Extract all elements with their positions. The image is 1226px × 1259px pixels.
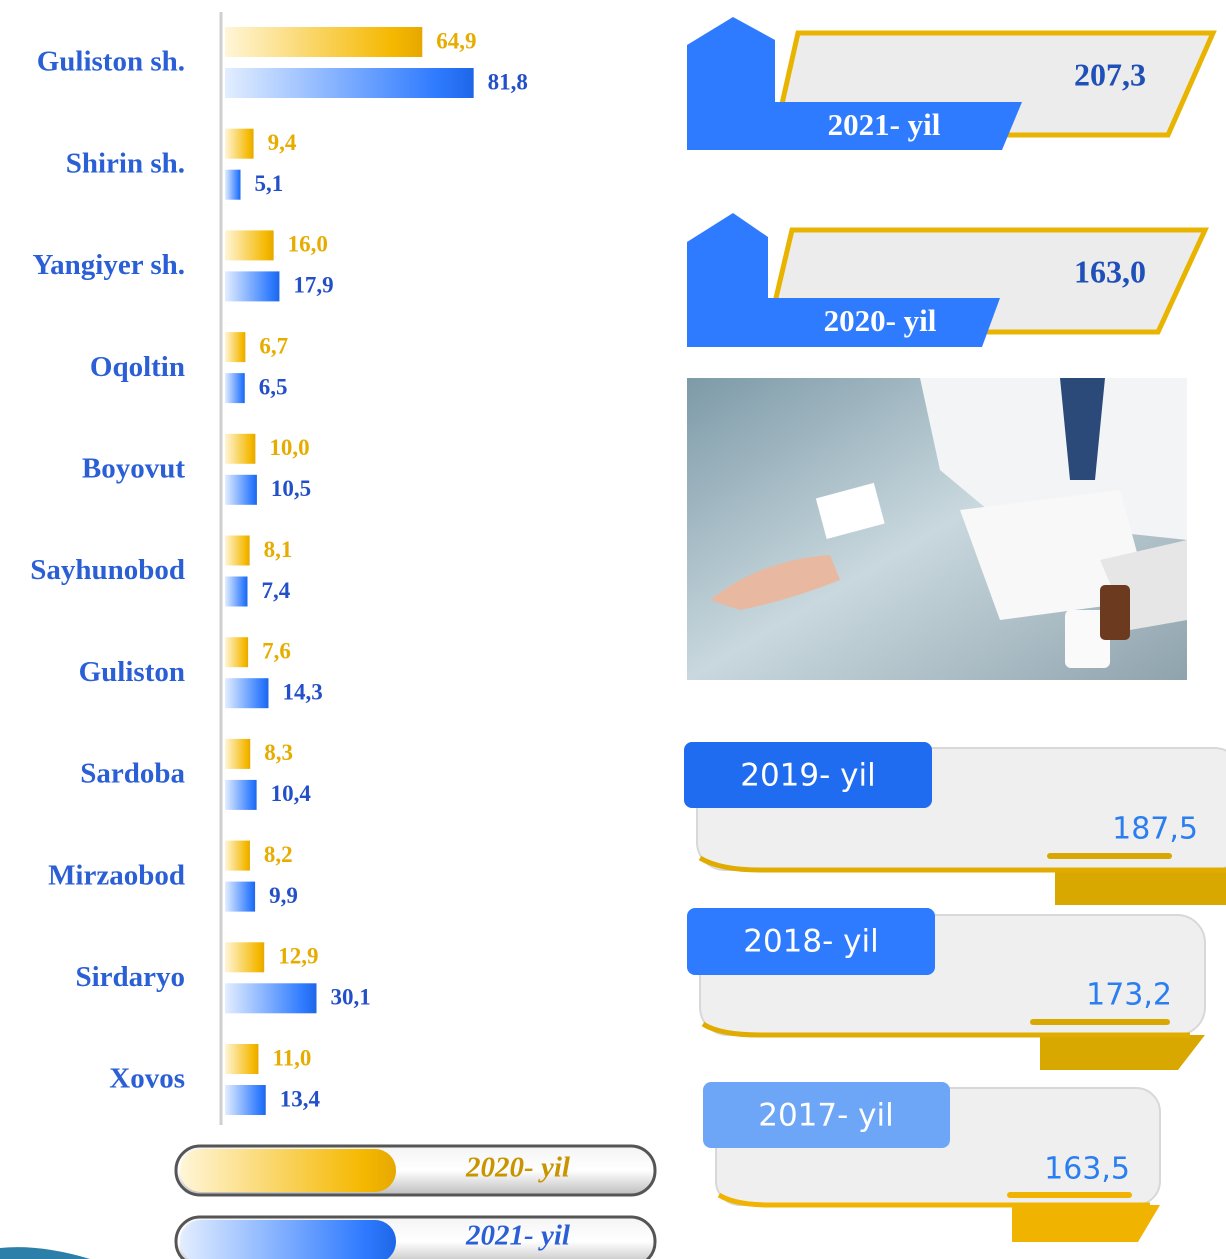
photo-bottle <box>1065 610 1110 668</box>
panel-tab <box>687 908 935 975</box>
category-label: Oqoltin <box>90 351 185 383</box>
category-label: Yangiyer sh. <box>32 249 185 281</box>
value-label: 14,3 <box>282 679 322 704</box>
bar <box>225 637 249 668</box>
category-label: Shirin sh. <box>66 147 185 179</box>
category-label: Guliston <box>79 656 185 688</box>
panel-underline <box>1030 1019 1170 1025</box>
panel-year: 2019- yil <box>740 758 876 794</box>
bar <box>225 840 250 871</box>
panel-underline <box>701 1021 1190 1038</box>
photo-tie <box>1060 378 1105 480</box>
bar <box>225 1044 259 1074</box>
panel-value: 187,5 <box>1112 812 1198 847</box>
bar <box>225 738 251 769</box>
panel-tab <box>730 102 1022 150</box>
category-label: Guliston sh. <box>37 46 185 78</box>
value-label: 5,1 <box>255 171 284 196</box>
photo-card <box>815 482 885 540</box>
summary-panel: 2021- yil 207,3 <box>687 17 1217 150</box>
bar <box>225 983 317 1014</box>
legend-swatch <box>180 1149 396 1192</box>
panel-value: 163,0 <box>1074 253 1146 289</box>
value-label: 16,0 <box>288 232 328 257</box>
value-label: 7,6 <box>262 638 291 663</box>
bar <box>225 230 274 261</box>
category-label: Mirzaobod <box>48 859 185 891</box>
bar <box>225 433 256 464</box>
bar-chart: Guliston sh. 64,9 81,8 Shirin sh. 9,4 5,1 Yang… <box>30 27 528 1115</box>
panel-year: 2020- yil <box>824 303 937 338</box>
legend-label: 2020- yil <box>465 1152 571 1184</box>
summary-panel: 2018- yil 173,2 <box>687 908 1206 1070</box>
bar <box>225 474 257 505</box>
value-label: 6,5 <box>259 374 288 399</box>
bar <box>225 535 250 566</box>
bar <box>225 779 257 810</box>
photo-bottle <box>1100 585 1130 640</box>
bar <box>225 942 265 973</box>
panel-underline <box>717 1192 1150 1208</box>
value-label: 81,8 <box>488 69 528 94</box>
bar <box>225 373 245 404</box>
legend-label: 2021- yil <box>465 1220 571 1252</box>
panel-year: 2018- yil <box>743 924 879 960</box>
bar <box>225 576 248 607</box>
summary-panel: 2017- yil 163,5 <box>703 1082 1161 1242</box>
value-label: 12,9 <box>278 944 318 969</box>
bar <box>225 332 246 363</box>
panel-tab <box>725 298 1000 347</box>
panel-underline <box>1047 853 1172 859</box>
value-label: 9,9 <box>269 883 298 908</box>
bar <box>225 68 474 98</box>
panel-underline <box>698 855 1226 873</box>
photo-hand <box>710 555 840 610</box>
value-label: 10,0 <box>269 435 309 460</box>
panel-ribbon <box>1012 1205 1160 1242</box>
bar <box>225 27 423 57</box>
panel-ribbon <box>1040 1035 1205 1070</box>
value-label: 8,1 <box>264 537 293 562</box>
value-label: 30,1 <box>331 985 371 1010</box>
panel-value: 163,5 <box>1044 1152 1130 1187</box>
corner-decoration <box>0 1247 90 1259</box>
bar <box>225 881 256 912</box>
category-label: Sayhunobod <box>30 554 185 586</box>
value-label: 8,3 <box>264 740 293 765</box>
panel-value: 173,2 <box>1086 978 1172 1013</box>
value-label: 10,4 <box>271 781 312 806</box>
value-label: 11,0 <box>272 1045 311 1070</box>
value-label: 17,9 <box>293 273 333 298</box>
bar <box>225 271 280 302</box>
value-label: 7,4 <box>261 578 290 603</box>
bar <box>225 678 269 709</box>
value-label: 10,5 <box>271 476 311 501</box>
bar <box>225 1085 266 1115</box>
panel-year: 2021- yil <box>828 107 941 142</box>
value-label: 64,9 <box>436 28 476 53</box>
photo <box>687 378 1187 680</box>
bar <box>225 169 241 200</box>
panel-ribbon <box>1055 870 1226 905</box>
value-label: 9,4 <box>268 130 297 155</box>
panel-tab <box>684 742 932 808</box>
panel-value: 207,3 <box>1074 56 1146 92</box>
category-label: Boyovut <box>82 452 185 484</box>
category-label: Sirdaryo <box>75 961 185 993</box>
summary-panel: 2019- yil 187,5 <box>684 742 1226 905</box>
panel-tab <box>703 1082 950 1148</box>
category-label: Sardoba <box>80 758 185 790</box>
panel-year: 2017- yil <box>758 1098 894 1134</box>
legend-swatch <box>180 1220 396 1259</box>
bar <box>225 128 254 159</box>
summary-panel: 2020- yil 163,0 <box>687 213 1209 347</box>
value-label: 6,7 <box>259 333 288 358</box>
category-label: Xovos <box>109 1063 185 1095</box>
panel-underline <box>1007 1192 1132 1198</box>
legend: 2020- yil 2021- yil <box>174 1144 657 1259</box>
value-label: 8,2 <box>264 842 293 867</box>
value-label: 13,4 <box>280 1086 321 1111</box>
